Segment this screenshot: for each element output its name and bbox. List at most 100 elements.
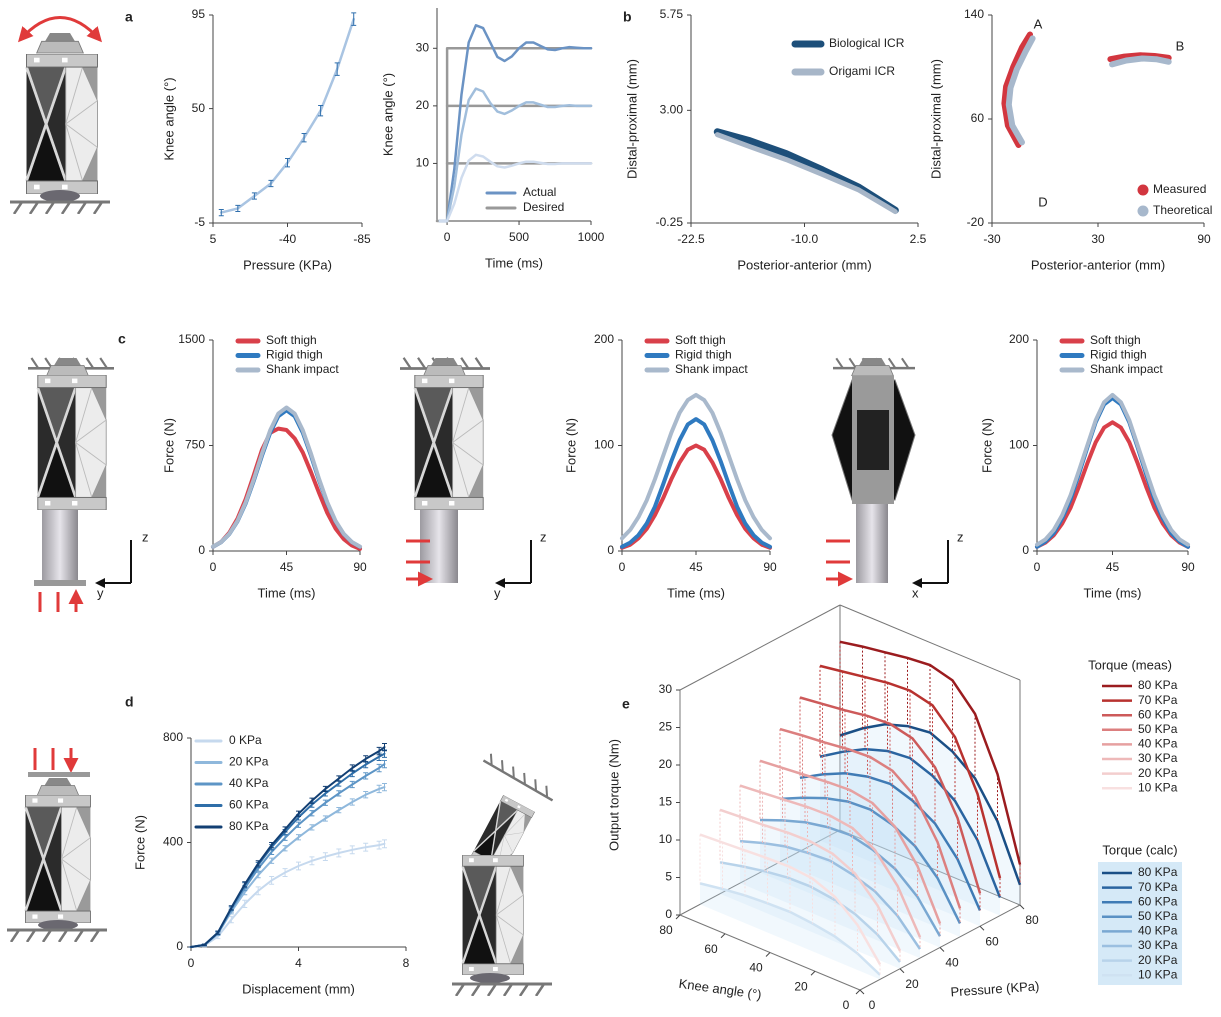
x-tick-label: -40 [279, 232, 297, 246]
annotation: D [1038, 194, 1047, 209]
y-tick-label: 200 [1009, 332, 1029, 346]
error-bar [376, 840, 382, 850]
legend-label: Shank impact [1090, 362, 1163, 376]
series-line [620, 417, 772, 549]
y-tick-label: 0 [198, 543, 205, 557]
error-bar [242, 899, 248, 909]
y-tick-label: 140 [964, 7, 984, 21]
error-bar [309, 797, 315, 804]
error-bar [382, 782, 387, 792]
z-tick-label: 25 [659, 720, 673, 734]
series-line [438, 153, 593, 223]
axis-label: y [97, 585, 104, 600]
error-bar [228, 915, 234, 924]
error-bar [322, 799, 328, 806]
error-bar [336, 806, 342, 814]
z-tick-label: 15 [659, 795, 673, 809]
error-bar [376, 763, 382, 773]
error-bar [336, 775, 342, 782]
surface-area [800, 773, 980, 927]
y-tick-label: 50 [192, 101, 206, 115]
meas-line [759, 759, 942, 924]
meas-line [739, 784, 922, 938]
error-bar [363, 842, 369, 852]
illustration [450, 750, 559, 996]
series-line [714, 132, 898, 215]
y-tick [859, 989, 865, 995]
legend-label: 50 KPa [1138, 909, 1178, 923]
illustration [5, 748, 109, 942]
legend-label: 40 KPa [229, 776, 269, 790]
error-bar [296, 810, 301, 817]
panel-label: b [623, 9, 632, 25]
legend-label: 30 KPa [1138, 751, 1178, 765]
y-tick-label: 750 [185, 438, 205, 452]
y-tick-label: 800 [163, 730, 183, 744]
surface-area [780, 797, 960, 937]
error-bar [282, 868, 288, 877]
y-tick-label: 40 [945, 956, 959, 970]
legend-label: Biological ICR [829, 36, 905, 50]
error-bar [269, 875, 275, 885]
legend-title: Torque (calc) [1102, 842, 1177, 857]
error-bar [376, 746, 382, 756]
series-line [190, 842, 386, 948]
x-axis-title: Time (ms) [1083, 585, 1141, 600]
x-tick-label: 90 [763, 560, 777, 574]
legend-background [1098, 862, 1182, 985]
legend-label: Rigid thigh [1090, 348, 1147, 362]
x-tick-label: 60 [704, 942, 718, 956]
x-tick [675, 914, 681, 920]
error-bar [322, 852, 328, 862]
error-bar [269, 842, 275, 849]
y-tick-label: 60 [971, 111, 985, 125]
x-axis-title: Posterior-anterior (mm) [1031, 257, 1165, 272]
box-edge [679, 604, 841, 691]
error-bar [322, 785, 328, 793]
legend-marker [1137, 184, 1149, 196]
error-bar [318, 104, 324, 117]
series-line [438, 87, 593, 223]
panel-label: e [622, 696, 630, 712]
error-bar [322, 815, 328, 822]
y-axis-title: Force (N) [563, 418, 578, 473]
error-bar [363, 755, 369, 763]
x-tick-label: 0 [619, 560, 626, 574]
series-line [1035, 420, 1190, 549]
legend-label: Shank impact [266, 362, 339, 376]
legend-label: 70 KPa [1138, 880, 1178, 894]
legend-label: 80 KPa [1138, 865, 1178, 879]
error-bar [309, 856, 315, 866]
z-tick-label: 10 [659, 832, 673, 846]
legend-label: 20 KPa [1138, 766, 1178, 780]
x-axis-title: Knee angle (°) [678, 976, 763, 1002]
y-tick-label: 10 [416, 156, 430, 170]
error-bar [382, 839, 387, 849]
meas-line [839, 640, 1022, 865]
legend-label: 40 KPa [1138, 924, 1178, 938]
z-tick-label: 0 [665, 907, 672, 921]
surface-area [820, 749, 1000, 916]
series-line [620, 443, 772, 550]
calc-line [719, 861, 901, 963]
error-bar [228, 905, 234, 911]
x-tick-label: 0 [1034, 560, 1041, 574]
error-bar [235, 204, 241, 213]
annotation: A [1034, 16, 1043, 31]
y-tick [1019, 904, 1025, 910]
legend-label: Desired [523, 200, 564, 214]
meas-line [699, 833, 882, 966]
legend-label: Rigid thigh [266, 348, 323, 362]
y-tick-label: -0.25 [656, 215, 684, 229]
series-line [190, 763, 386, 948]
error-bar [282, 826, 288, 833]
meas-line [779, 727, 962, 909]
calc-line [839, 723, 1022, 886]
x-tick [810, 970, 816, 976]
error-bar [382, 759, 387, 769]
error-bar [296, 861, 301, 871]
x-tick-label: 2.5 [910, 232, 927, 246]
error-bar [296, 834, 301, 841]
meas-line [799, 696, 982, 894]
error-bar [215, 930, 221, 935]
